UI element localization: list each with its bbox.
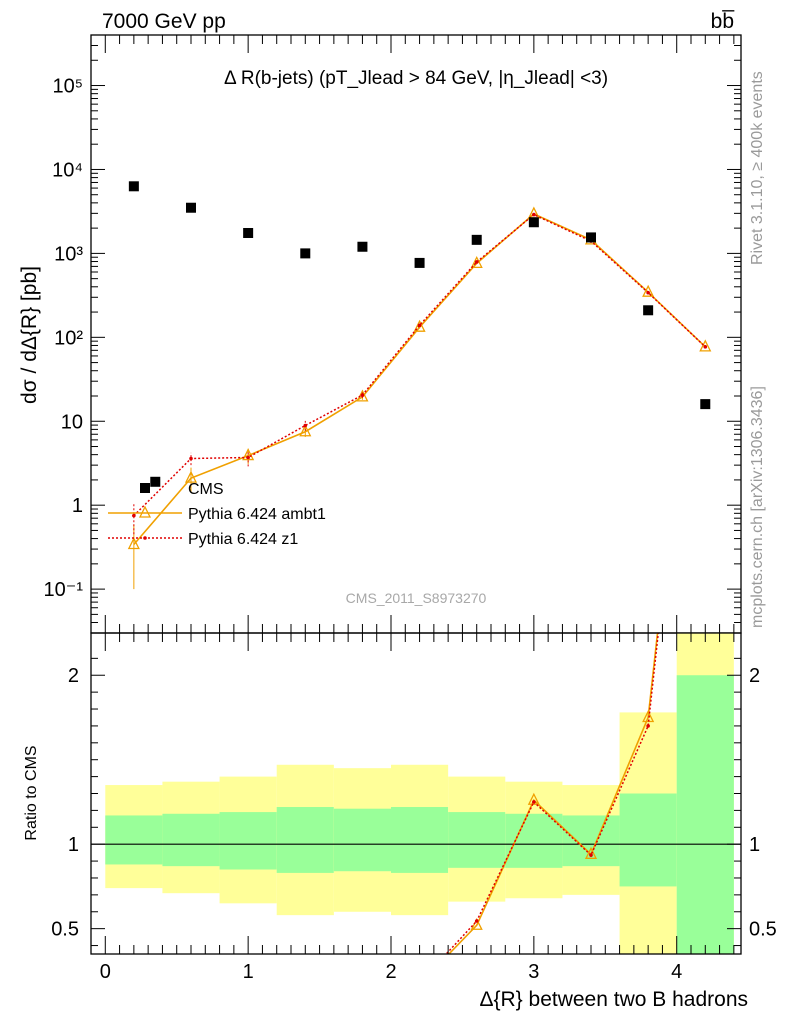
ratio-point-z1: [418, 981, 422, 985]
y-tick-label: 10: [61, 411, 83, 433]
x-tick-label: 2: [385, 961, 396, 983]
analysis-watermark: CMS_2011_S8973270: [346, 590, 487, 606]
cms-data-point: [700, 399, 711, 410]
cms-data-point: [128, 181, 139, 192]
x-axis-label: Δ{R} between two B hadrons: [479, 988, 748, 1011]
ratio-y-tick-label-right: 2: [749, 665, 760, 687]
main-ylabel: dσ / dΔ{R} [pb]: [18, 266, 41, 404]
uncertainty-band-green: [276, 807, 334, 873]
y-tick-label: 10³: [54, 243, 83, 265]
ratio-point-ambt1: [700, 196, 710, 206]
point-ambt1: [299, 424, 312, 437]
point-z1: [303, 423, 308, 428]
point-z1: [132, 513, 136, 518]
ratio-point-ambt1: [527, 792, 540, 805]
point-z1: [246, 455, 250, 460]
ratio-y-tick-label: 0.5: [51, 919, 79, 941]
point-ambt1: [242, 448, 255, 461]
point-z1: [646, 290, 650, 295]
legend-marker-ambt1: [138, 505, 152, 518]
cms-data-point: [243, 227, 254, 238]
point-ambt1: [470, 255, 483, 269]
ratio-point-ambt1: [642, 710, 655, 723]
uncertainty-band-green: [105, 815, 163, 865]
ratio-ylabel: Ratio to CMS: [23, 745, 40, 840]
point-z1: [532, 212, 536, 217]
legend-label: CMS: [188, 481, 224, 498]
uncertainty-band-green: [333, 808, 391, 872]
ratio-y-tick-label-right: 0.5: [749, 919, 777, 941]
uncertainty-band-green: [676, 675, 734, 954]
point-z1: [474, 260, 479, 264]
uncertainty-band-green: [162, 813, 220, 867]
main-title: Δ R(b-jets) (pT_Jlead > 84 GeV, |η_Jlead…: [224, 68, 608, 89]
point-ambt1: [413, 319, 426, 332]
point-ambt1: [127, 537, 140, 550]
cms-data-point: [586, 232, 596, 243]
energy-label: 7000 GeV pp: [102, 10, 226, 33]
legend-label: Pythia 6.424 z1: [188, 531, 298, 548]
y-tick-label: 1: [72, 495, 83, 517]
x-tick-label: 4: [671, 961, 682, 983]
x-tick-label: 1: [243, 961, 254, 983]
y-tick-label: 10⁴: [52, 159, 83, 181]
x-tick-label: 0: [100, 961, 111, 983]
uncertainty-band-green: [505, 813, 563, 868]
point-ambt1: [699, 339, 712, 352]
ratio-point-ambt1: [415, 978, 425, 988]
cms-data-point: [357, 241, 368, 252]
point-z1: [417, 323, 422, 328]
uncertainty-band-green: [448, 812, 506, 868]
uncertainty-band-green: [391, 807, 449, 873]
y-tick-label: 10⁻¹: [44, 579, 84, 601]
legend-marker-cms: [140, 483, 150, 493]
x-tick-label: 3: [528, 961, 539, 983]
uncertainty-band-green: [219, 812, 277, 870]
process-label: bb̅: [711, 10, 736, 33]
point-z1: [703, 345, 708, 349]
main-panel: 10⁻¹ 1 10 10² 10³ 10⁴ 10⁵ Δ R(b-jets) (pT_Jlea…: [18, 34, 742, 634]
ratio-point-ambt1: [584, 846, 598, 859]
point-z1: [360, 393, 365, 397]
cms-data-point: [528, 217, 539, 228]
ratio-panel: 0 1 2 3 4 0.5 0.5 1 1 2 2 Ratio to CMS Δ{R} betwee…: [23, 196, 777, 1011]
legend-label: Pythia 6.424 ambt1: [188, 506, 326, 523]
ratio-point-z1: [474, 919, 479, 923]
y-tick-label: 10⁵: [52, 76, 83, 98]
ratio-point-z1: [532, 800, 536, 804]
point-ambt1: [642, 284, 655, 297]
cms-data-point: [643, 305, 654, 316]
rivet-label: Rivet 3.1.10, ≥ 400k events: [749, 71, 766, 265]
ratio-y-tick-label-right: 1: [749, 834, 760, 856]
ratio-series-line: [447, 633, 659, 954]
ratio-y-tick-label: 1: [68, 834, 79, 856]
y-tick-label: 10²: [54, 327, 83, 349]
ratio-point-z1: [646, 724, 650, 728]
ratio-point-z1: [589, 853, 593, 857]
cms-data-point: [300, 248, 311, 259]
cms-data-point: [150, 476, 161, 487]
point-z1: [189, 456, 193, 461]
point-ambt1: [184, 470, 198, 483]
ratio-y-tick-label: 2: [68, 665, 79, 687]
legend-marker-z1: [143, 536, 147, 540]
uncertainty-band-green: [619, 793, 677, 887]
cms-data-point: [414, 257, 425, 268]
legend: CMS Pythia 6.424 ambt1 Pythia 6.424 z1: [108, 481, 326, 548]
mcplots-label: mcplots.cern.ch [arXiv:1306.3436]: [749, 386, 766, 628]
cms-data-point: [186, 202, 196, 213]
ratio-point-z1: [703, 200, 707, 204]
cms-data-point: [471, 234, 482, 245]
